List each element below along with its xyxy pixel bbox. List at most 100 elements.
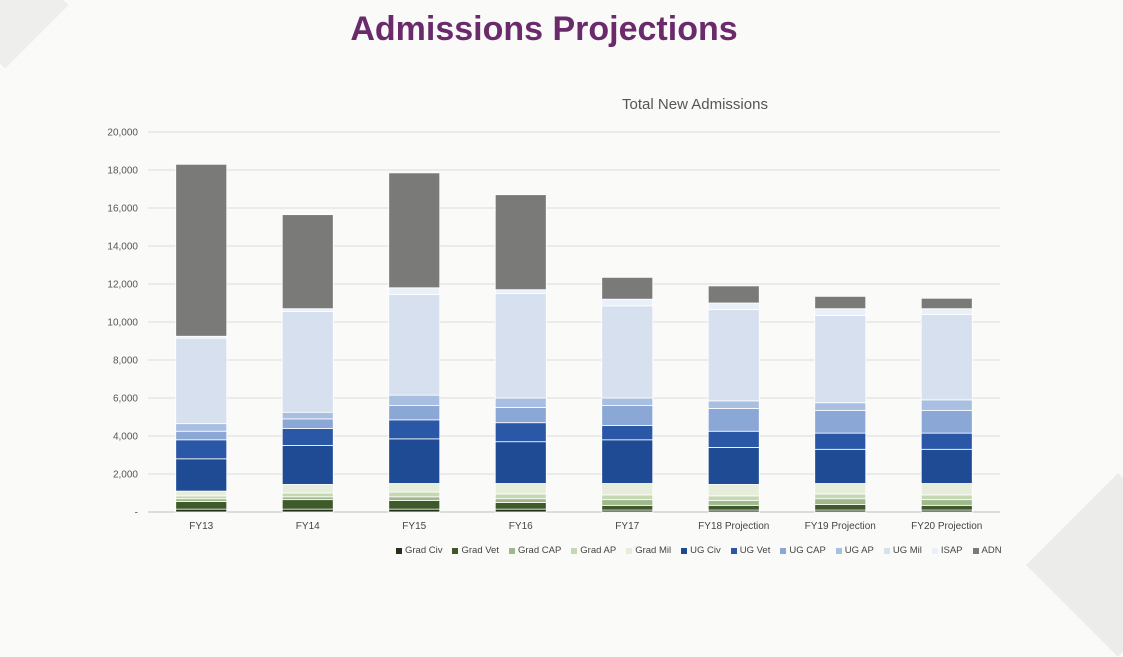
bar-segment xyxy=(494,498,547,503)
bar-segment xyxy=(494,397,547,408)
bar-segment xyxy=(281,311,334,413)
legend-label: Grad Mil xyxy=(635,545,672,556)
x-tick-label: FY20 Projection xyxy=(911,521,982,532)
legend-swatch xyxy=(780,547,787,554)
bar-segment xyxy=(281,508,334,513)
bar-segment xyxy=(388,405,441,421)
y-tick-label: 6,000 xyxy=(113,394,138,405)
bar-segment xyxy=(494,441,547,484)
bar-segment xyxy=(601,504,654,511)
bar-segment xyxy=(388,419,441,440)
bar-segment xyxy=(601,298,654,307)
bar-segment xyxy=(494,508,547,513)
bar-segment xyxy=(388,483,441,493)
bar-segment xyxy=(707,500,760,506)
legend-entry: UG AP xyxy=(835,545,874,556)
legend-swatch xyxy=(931,547,938,554)
bar-segment xyxy=(707,309,760,402)
bar-segment xyxy=(814,503,867,511)
legend-entry: ADN xyxy=(972,545,1002,556)
bar-segment xyxy=(707,408,760,432)
bar-segment xyxy=(281,445,334,485)
bar-segment xyxy=(920,483,973,496)
bar-segment xyxy=(920,313,973,401)
bar-segment xyxy=(494,493,547,500)
bar-segment xyxy=(601,397,654,406)
bar-segment xyxy=(814,498,867,505)
legend-label: ISAP xyxy=(940,545,963,556)
legend-swatch xyxy=(452,547,459,554)
legend-entry: UG Mil xyxy=(883,545,922,556)
legend-entry: Grad Vet xyxy=(452,545,499,556)
bar-segment xyxy=(494,483,547,495)
legend-swatch xyxy=(730,547,737,554)
y-tick-label: 16,000 xyxy=(107,204,138,215)
bar-segment xyxy=(494,289,547,294)
bar-segment xyxy=(388,287,441,295)
legend-swatch xyxy=(972,547,979,554)
legend-label: UG AP xyxy=(844,545,874,556)
x-tick-label: FY14 xyxy=(296,521,320,532)
legend-label: Grad Civ xyxy=(405,545,443,556)
x-tick-label: FY17 xyxy=(615,521,639,532)
bar-segment xyxy=(388,508,441,513)
legend-entry: Grad CAP xyxy=(508,545,561,556)
bar-segment xyxy=(281,214,334,310)
legend-entry: UG Vet xyxy=(730,545,771,556)
bar-segment xyxy=(814,483,867,495)
bar-segment xyxy=(388,294,441,396)
y-tick-label: 18,000 xyxy=(107,166,138,177)
bar-segment xyxy=(707,504,760,511)
bar-segment xyxy=(175,495,228,500)
bar-segment xyxy=(175,501,228,510)
bar-segment xyxy=(175,458,228,492)
bar-segment xyxy=(920,308,973,315)
bar-segment xyxy=(601,305,654,399)
bar-segment xyxy=(814,448,867,484)
bar-segment xyxy=(707,446,760,485)
bar-segment xyxy=(281,499,334,510)
chart-title: Total New Admissions xyxy=(622,96,768,113)
legend-swatch xyxy=(571,547,578,554)
bar-segment xyxy=(281,418,334,429)
legend-entry: UG CAP xyxy=(780,545,826,556)
y-tick-label: 20,000 xyxy=(107,128,138,139)
y-tick-label: - xyxy=(135,508,138,519)
bar-segment xyxy=(814,314,867,404)
bar-segment xyxy=(281,496,334,501)
bar-segment xyxy=(494,407,547,424)
legend-entry: UG Civ xyxy=(681,545,721,556)
legend-label: ADN xyxy=(981,545,1002,556)
legend-swatch xyxy=(835,547,842,554)
bar-segment xyxy=(707,484,760,497)
y-tick-label: 10,000 xyxy=(107,318,138,329)
legend-entry: Grad Civ xyxy=(396,545,442,556)
bar-segment xyxy=(814,402,867,411)
bar-segment xyxy=(601,425,654,441)
x-tick-label: FY18 Projection xyxy=(698,521,769,532)
bar-segment xyxy=(494,422,547,443)
page-title: Admissions Projections xyxy=(350,10,738,48)
y-tick-label: 4,000 xyxy=(113,432,138,443)
bar-segment xyxy=(601,494,654,501)
bar-segment xyxy=(494,293,547,399)
bar-segment xyxy=(175,337,228,425)
bar-segment xyxy=(814,308,867,316)
bar-segment xyxy=(175,163,228,337)
bar-segment xyxy=(175,423,228,432)
legend-label: Grad AP xyxy=(580,545,617,556)
legend-entry: Grad AP xyxy=(571,545,616,556)
legend-label: UG CAP xyxy=(789,545,826,556)
x-tick-label: FY13 xyxy=(189,521,213,532)
legend-swatch xyxy=(508,547,515,554)
bar-segment xyxy=(920,504,973,511)
legend-label: Grad Vet xyxy=(461,545,499,556)
bar-segment xyxy=(175,439,228,460)
legend-entry: Grad Mil xyxy=(626,545,671,556)
bar-segment xyxy=(175,490,228,497)
y-tick-label: 14,000 xyxy=(107,242,138,253)
bar-segment xyxy=(388,496,441,501)
legend-label: UG Vet xyxy=(739,545,771,556)
y-tick-label: 8,000 xyxy=(113,356,138,367)
bar-segment xyxy=(707,430,760,448)
